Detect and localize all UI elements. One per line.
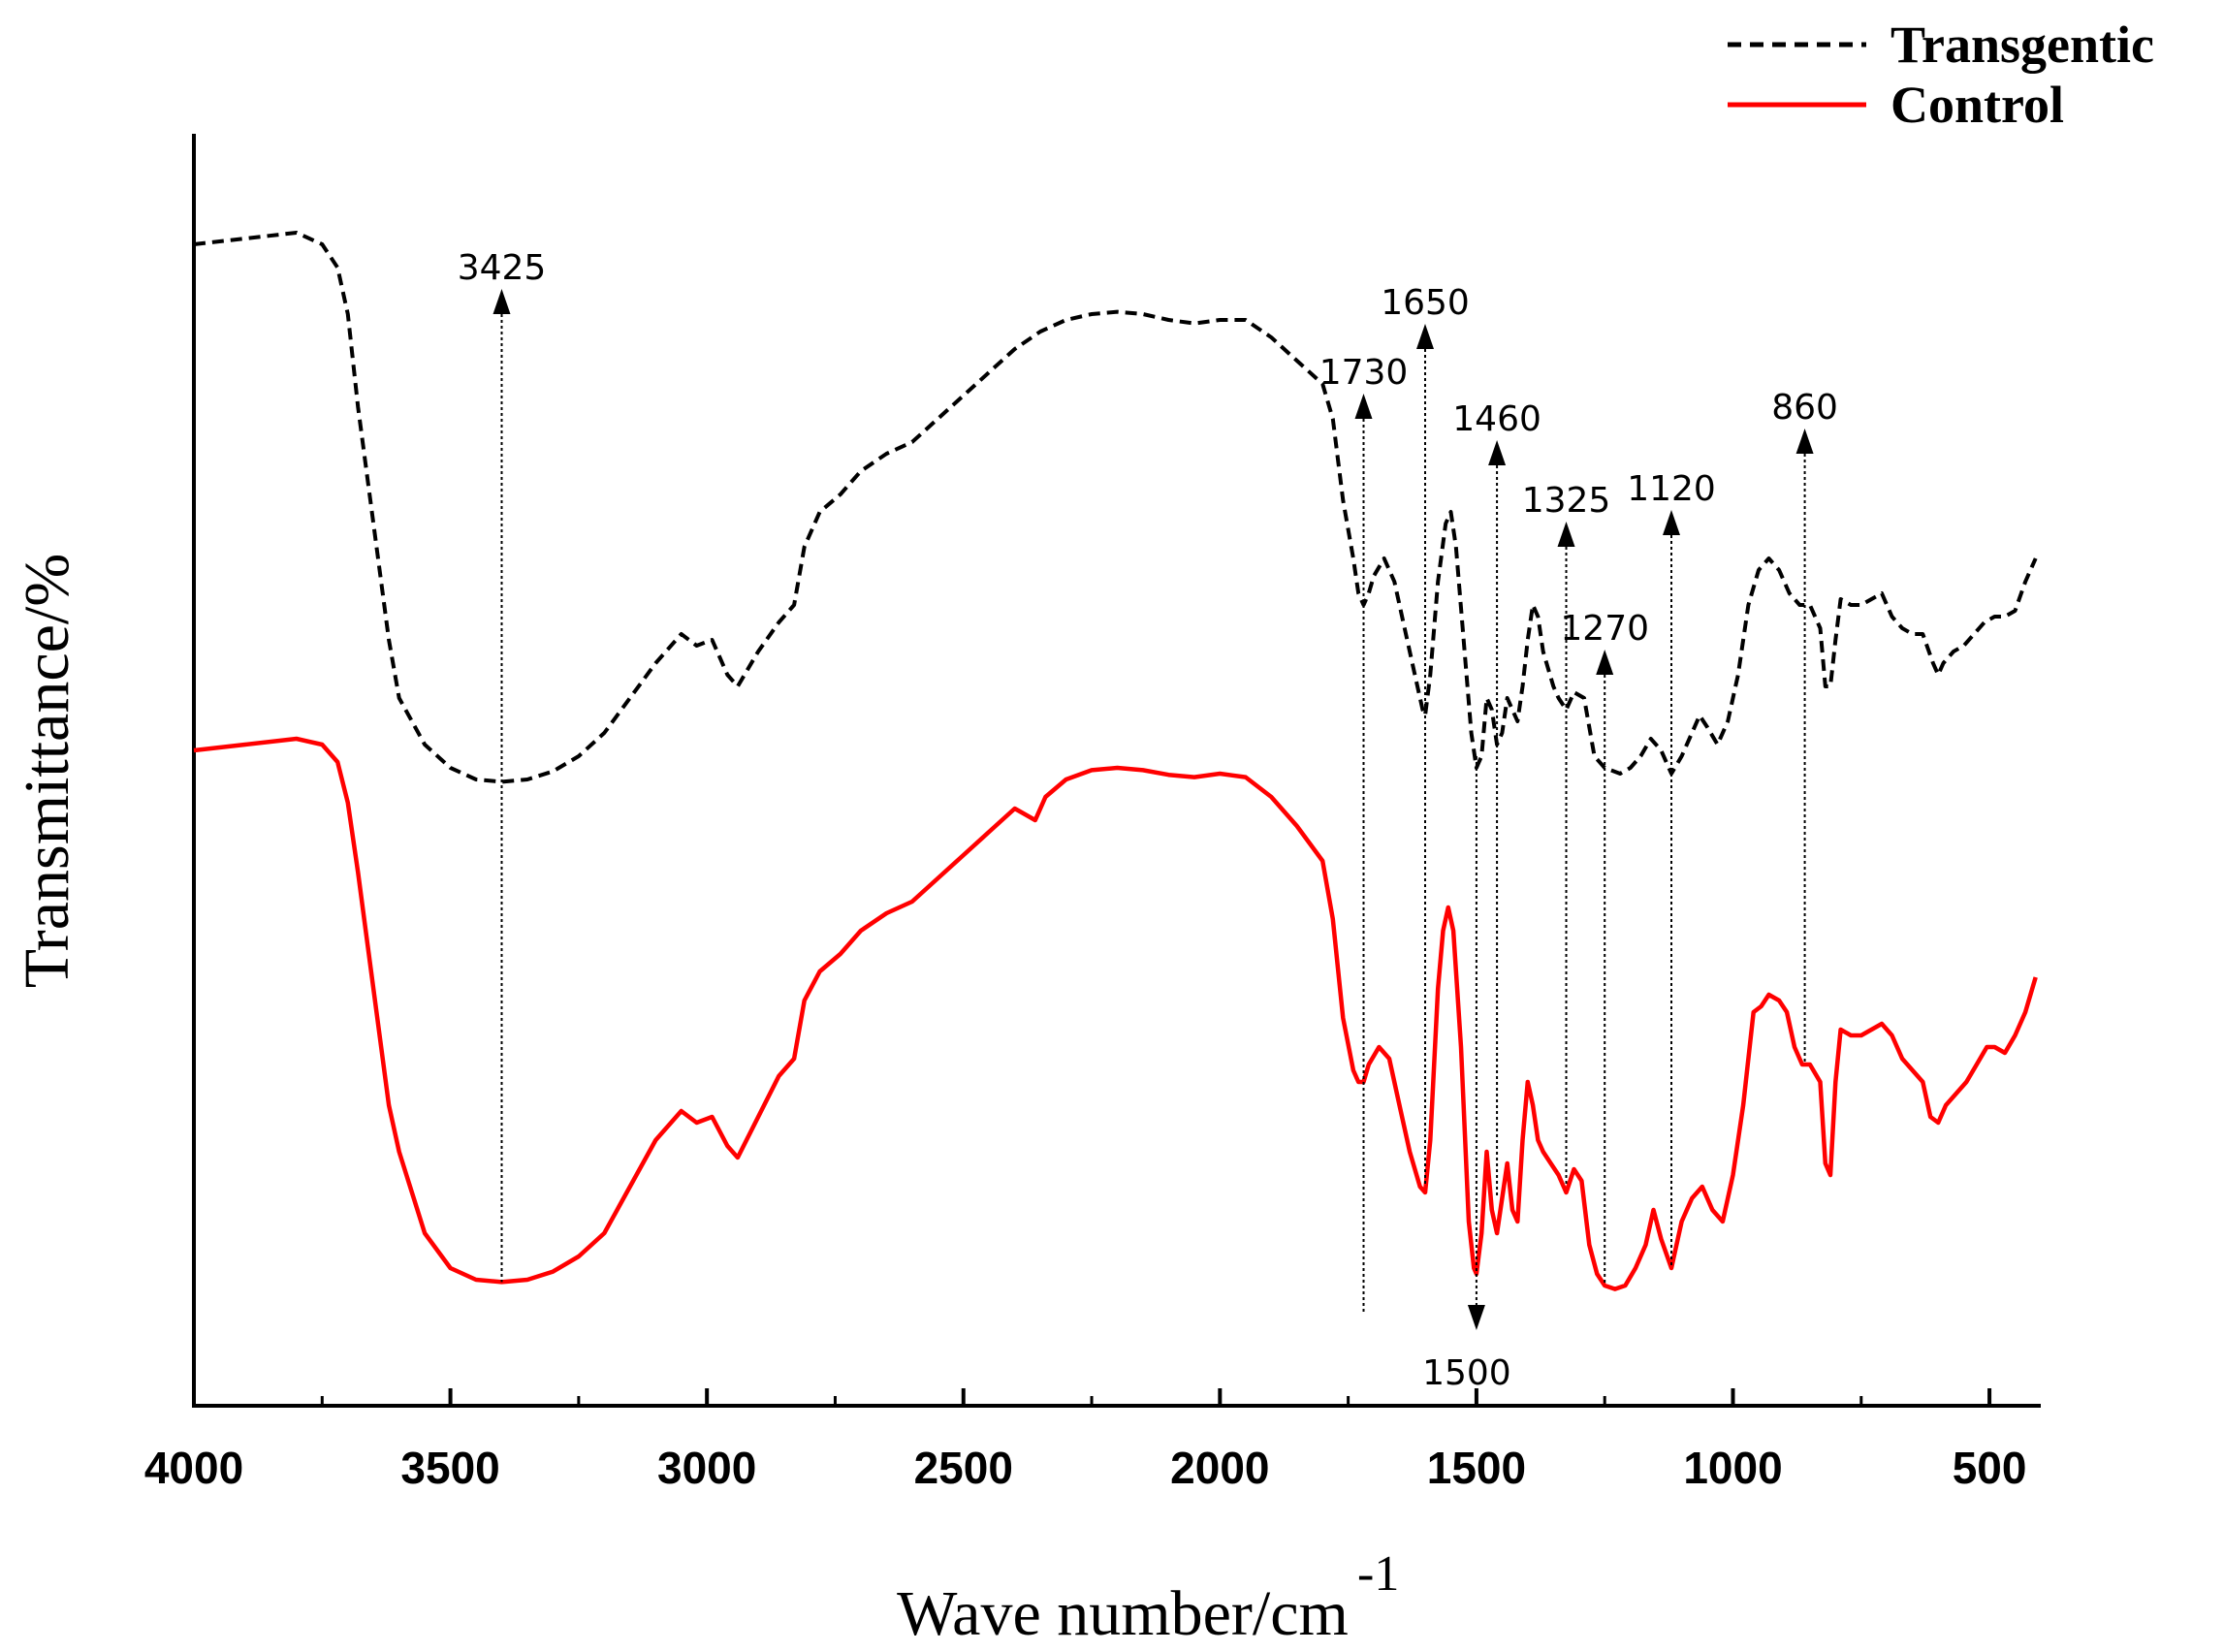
annotation-label-1120: 1120 — [1627, 469, 1716, 509]
annotation-arrow-1120 — [1663, 510, 1680, 535]
y-axis-title: Transmittance/% — [12, 554, 82, 989]
series-line-control — [193, 736, 2038, 1291]
x-tick-label-2500: 2500 — [914, 1443, 1013, 1493]
x-tick-label-1000: 1000 — [1683, 1443, 1782, 1493]
annotation-arrow-1500 — [1467, 1305, 1485, 1330]
x-ticks: 4000 3500 3000 2500 2000 1500 1000 500 — [144, 1388, 2027, 1493]
x-axis-title: Wave number/cm — [897, 1578, 1349, 1649]
annotation-arrow-1270 — [1596, 650, 1614, 675]
peak-annotations: 3425 1730 1650 1460 1500 1325 1270 1120 860 — [458, 248, 1838, 1393]
legend-label-transgentic: Transgentic — [1890, 16, 2154, 74]
annotation-arrow-3425 — [492, 289, 511, 314]
legend: Transgentic Control — [1728, 16, 2154, 134]
x-tick-label-1500: 1500 — [1427, 1443, 1526, 1493]
series-layer — [193, 231, 2038, 1291]
x-tick-label-4000: 4000 — [144, 1443, 243, 1493]
annotation-arrow-1325 — [1557, 522, 1575, 547]
legend-label-control: Control — [1890, 76, 2064, 134]
x-tick-label-2000: 2000 — [1170, 1443, 1269, 1493]
x-tick-label-500: 500 — [1953, 1443, 2027, 1493]
x-axis-title-superscript: -1 — [1357, 1546, 1399, 1602]
annotation-label-3425: 3425 — [458, 248, 547, 288]
annotation-label-1650: 1650 — [1381, 283, 1470, 323]
x-tick-label-3500: 3500 — [400, 1443, 499, 1493]
annotation-arrow-1650 — [1416, 324, 1434, 349]
annotation-arrow-1460 — [1488, 440, 1507, 465]
annotation-label-860: 860 — [1771, 388, 1838, 428]
annotation-label-1325: 1325 — [1522, 481, 1611, 521]
annotation-label-1460: 1460 — [1452, 399, 1541, 439]
annotation-label-1270: 1270 — [1560, 609, 1649, 649]
x-tick-label-3000: 3000 — [657, 1443, 756, 1493]
series-line-transgentic — [193, 231, 2038, 784]
annotation-arrow-860 — [1795, 429, 1814, 454]
annotation-label-1730: 1730 — [1319, 353, 1409, 393]
annotation-label-1500: 1500 — [1422, 1353, 1511, 1393]
annotation-arrow-1730 — [1354, 394, 1373, 419]
